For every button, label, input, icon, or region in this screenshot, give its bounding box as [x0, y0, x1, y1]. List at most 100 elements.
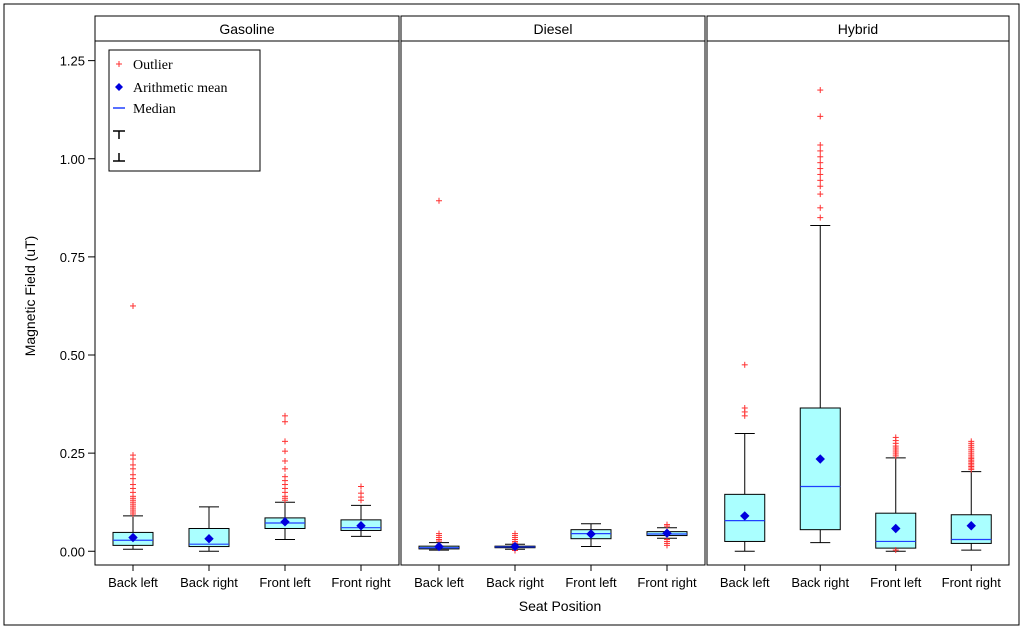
panel-hybrid: Hybrid Back left Back right Front left Front… — [706, 15, 1010, 590]
y-tick-label: 1.25 — [60, 54, 85, 69]
x-axis-title: Seat Position — [519, 598, 602, 614]
outlier-marker — [817, 147, 824, 154]
panel-title: Hybrid — [838, 21, 878, 37]
mean-marker — [510, 541, 520, 552]
mean-marker — [434, 541, 444, 552]
x-tick-label: Back right — [486, 575, 544, 590]
panel-header — [706, 15, 1010, 42]
box-front-left: Front left — [259, 412, 311, 590]
outlier-marker — [817, 142, 824, 149]
outlier-marker — [282, 418, 288, 425]
outlier-marker — [892, 547, 899, 554]
mean-marker — [280, 517, 290, 527]
panel-title: Gasoline — [219, 21, 274, 37]
box-front-right: Front right — [331, 483, 391, 590]
outlier-marker — [817, 177, 824, 184]
x-tick-label: Front right — [942, 575, 1002, 590]
outlier-marker — [817, 159, 824, 166]
mean-marker — [586, 529, 596, 539]
legend: Outlier Arithmetic mean Median — [108, 49, 261, 172]
mean-marker — [815, 454, 825, 464]
x-tick-label: Front right — [637, 575, 697, 590]
legend-label: Outlier — [133, 58, 173, 73]
outlier-marker — [741, 361, 748, 368]
outlier-marker — [817, 214, 824, 221]
outlier-marker — [968, 438, 975, 445]
outlier-marker — [358, 490, 364, 497]
outlier-marker — [817, 171, 824, 178]
box-back-left: Back left — [414, 197, 464, 590]
outlier-marker — [664, 521, 670, 528]
x-tick-label: Front left — [565, 575, 617, 590]
box-front-left: Front left — [870, 434, 922, 590]
legend-label: Arithmetic mean — [133, 81, 227, 96]
x-tick-label: Back left — [108, 575, 158, 590]
legend-label: Median — [133, 102, 176, 117]
legend-item-whisker-top — [113, 130, 125, 139]
y-tick-label: 0.50 — [60, 348, 85, 363]
outlier-marker — [817, 204, 824, 211]
outlier-marker — [817, 113, 824, 120]
x-tick-label: Back right — [791, 575, 849, 590]
outlier-marker — [741, 404, 748, 411]
outlier-marker — [817, 87, 824, 94]
outlier-marker — [130, 481, 136, 488]
x-tick-label: Front left — [259, 575, 311, 590]
legend-item-plus: Outlier — [116, 58, 173, 73]
y-tick-label: 0.00 — [60, 544, 85, 559]
mean-marker — [356, 521, 366, 531]
y-axis-title: Magnetic Field (uT) — [22, 236, 38, 357]
outlier-marker — [436, 530, 442, 537]
legend-item-diamond: Arithmetic mean — [115, 81, 227, 96]
iqr-box — [724, 493, 766, 542]
legend-item-line: Median — [113, 102, 176, 117]
outlier-marker — [130, 452, 136, 459]
panels: Gasoline Back left Back right Front left Fro… — [94, 15, 1010, 590]
panel-frame — [400, 40, 706, 566]
iqr-box — [799, 407, 841, 531]
box-back-left: Back left — [108, 302, 158, 590]
outlier-marker — [512, 530, 518, 537]
legend-box — [108, 49, 261, 172]
box-back-right: Back right — [180, 506, 238, 590]
outlier-marker — [892, 434, 899, 441]
panel-frame — [706, 40, 1010, 566]
mean-marker — [204, 533, 214, 544]
x-tick-label: Back left — [720, 575, 770, 590]
outlier-marker — [282, 438, 288, 445]
mean-marker — [891, 523, 901, 534]
outlier-marker — [130, 461, 136, 468]
outlier-marker — [358, 483, 364, 490]
box-back-right: Back right — [791, 87, 850, 590]
mean-marker — [662, 528, 672, 538]
mean-marker — [966, 521, 976, 531]
mean-marker — [128, 532, 138, 543]
outlier-marker — [130, 302, 136, 309]
x-tick-label: Front left — [870, 575, 922, 590]
x-tick-label: Back right — [180, 575, 238, 590]
y-tick-label: 1.00 — [60, 152, 85, 167]
outlier-marker — [282, 448, 288, 455]
outlier-marker — [282, 412, 288, 419]
outlier-marker — [282, 473, 288, 480]
y-tick-label: 0.75 — [60, 250, 85, 265]
box-front-right: Front right — [942, 438, 1002, 590]
box-front-left: Front left — [565, 523, 617, 590]
outlier-marker — [436, 197, 442, 204]
y-axis: 0.00 0.25 0.50 0.75 1.00 1.25 — [60, 54, 95, 559]
outlier-marker — [817, 183, 824, 190]
panel-title: Diesel — [534, 21, 573, 37]
outlier-marker — [282, 457, 288, 464]
box-back-right: Back right — [486, 530, 544, 590]
panel-diesel: Diesel Back left Back right Front left Front… — [400, 15, 706, 590]
outlier-marker — [817, 153, 824, 160]
panel-gasoline: Gasoline Back left Back right Front left Fro… — [94, 15, 400, 590]
panel-frame — [94, 40, 400, 566]
outlier-marker — [130, 471, 136, 478]
outlier-marker — [282, 465, 288, 472]
outlier-marker — [817, 191, 824, 198]
mean-marker — [740, 511, 750, 521]
legend-item-whisker-bottom — [113, 153, 125, 162]
